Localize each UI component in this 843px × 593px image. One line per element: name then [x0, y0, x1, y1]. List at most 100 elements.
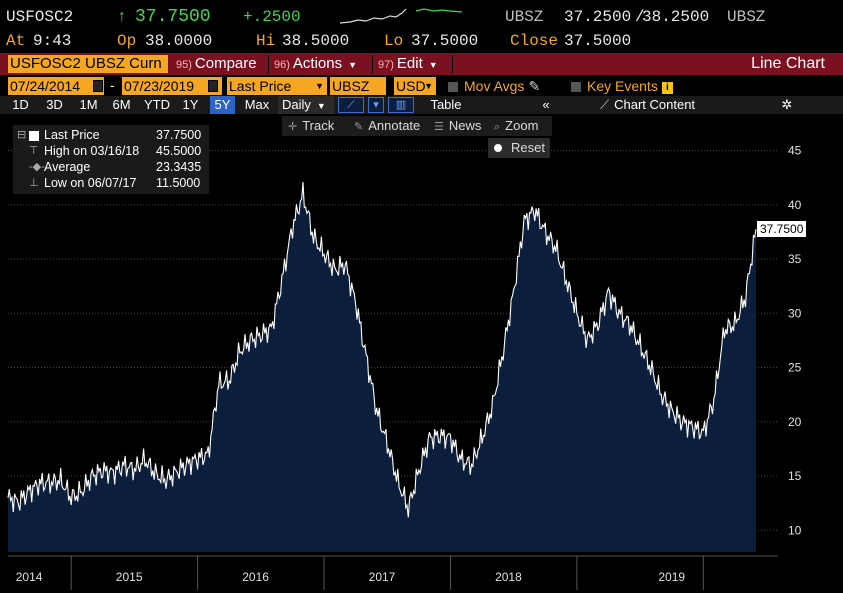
- net-change: +.2500: [243, 8, 301, 26]
- currency-select[interactable]: USD ▼: [394, 77, 436, 95]
- pencil-icon: ✎: [354, 121, 364, 133]
- series-swatch: [29, 131, 39, 141]
- low-marker-icon: ⊥: [29, 177, 39, 189]
- ask-source: UBSZ: [727, 8, 766, 26]
- collapse-icon: ⊟: [17, 129, 27, 141]
- function-bar: USFOSC2 UBSZ Curn 95) Compare 96) Actions ▼…: [0, 53, 843, 75]
- chevron-down-icon: ▼: [428, 60, 438, 70]
- checkbox-icon: [448, 82, 458, 92]
- chart-content-button[interactable]: ⟋ Chart Content: [600, 97, 696, 112]
- legend-last-price[interactable]: ⊟ Last Price 37.7500: [17, 128, 202, 142]
- calendar-icon[interactable]: [208, 80, 218, 92]
- x-tick-label: 2015: [116, 570, 143, 584]
- last-price: 37.7500: [135, 7, 211, 27]
- pencil-icon: ✎: [528, 78, 541, 94]
- crosshair-icon: ✛: [288, 121, 298, 133]
- quote-time: 9:43: [33, 32, 72, 50]
- price-area: [8, 182, 756, 552]
- legend-low: ⊥ Low on 06/07/17 11.5000: [29, 176, 201, 190]
- high-price: 38.5000: [282, 32, 350, 50]
- range-1d[interactable]: 1D: [12, 97, 29, 112]
- chevron-down-icon[interactable]: ▾: [368, 97, 384, 113]
- last-value-label: 37.7500: [757, 221, 807, 238]
- close-label: Close: [510, 32, 559, 50]
- ask-price: 38.2500: [642, 8, 710, 26]
- open-price: 38.0000: [145, 32, 213, 50]
- y-tick-label: 30: [788, 306, 802, 320]
- info-icon: i: [661, 82, 673, 94]
- gear-icon[interactable]: ✲: [781, 97, 793, 112]
- x-tick-label: 2017: [369, 570, 396, 584]
- bid-source: UBSZ: [505, 8, 544, 26]
- y-tick-label: 10: [788, 523, 802, 537]
- checkbox-icon: [571, 82, 581, 92]
- chevron-down-icon: ▼: [316, 101, 326, 111]
- low-price: 37.5000: [411, 32, 479, 50]
- compare-button[interactable]: 95) Compare: [176, 55, 257, 72]
- annotate-button[interactable]: ✎ Annotate: [354, 118, 421, 133]
- range-6m[interactable]: 6M: [112, 97, 131, 112]
- mov-avgs-toggle[interactable]: Mov Avgs ✎: [448, 77, 540, 95]
- open-label: Op: [117, 32, 137, 50]
- table-button[interactable]: Table: [430, 97, 462, 112]
- actions-button[interactable]: 96) Actions ▼: [274, 55, 358, 72]
- settings-bar: 07/24/2014 - 07/23/2019 Last Price ▼ UBSZ…: [0, 77, 843, 95]
- y-axis-ticks: 10 15 20 25 30 35 40 45: [788, 144, 802, 538]
- range-ytd[interactable]: YTD: [144, 97, 170, 112]
- up-arrow-icon: ↑: [117, 8, 127, 26]
- range-1m[interactable]: 1M: [79, 97, 98, 112]
- end-date-field[interactable]: 07/23/2019: [122, 77, 222, 95]
- at-label: At: [6, 32, 26, 50]
- x-axis-ticks: 2014 2015 2016 2017 2018 2019: [8, 555, 778, 590]
- zoom-button[interactable]: ⌕ Zoom: [494, 118, 539, 133]
- range-1y[interactable]: 1Y: [182, 97, 199, 112]
- y-tick-label: 40: [788, 198, 802, 212]
- legend-high: ⊤ High on 03/16/18 45.5000: [29, 144, 202, 158]
- zoom-icon: ⌕: [494, 121, 501, 133]
- start-date-field[interactable]: 07/24/2014: [8, 77, 104, 95]
- chevron-down-icon: ▼: [348, 60, 358, 70]
- range-max[interactable]: Max: [244, 97, 270, 112]
- frequency-select[interactable]: Daily ▼: [278, 96, 334, 114]
- news-icon: ☰: [434, 121, 444, 133]
- legend-average: -◆- Average 23.3435: [29, 160, 202, 174]
- average-marker-icon: -◆-: [29, 161, 45, 173]
- range-bar: 1D 3D 1M 6M YTD 1Y 5Y Max Daily ▼ ⟋ ▾ ▥ T…: [0, 96, 843, 114]
- calendar-icon[interactable]: [93, 80, 103, 92]
- chevron-down-icon: ▼: [424, 81, 433, 91]
- price-line: [7, 182, 757, 518]
- sparkline: [339, 8, 463, 24]
- source-field[interactable]: UBSZ: [330, 77, 386, 95]
- news-button[interactable]: ☰ News: [434, 118, 482, 133]
- reset-icon: [494, 144, 502, 152]
- y-tick-label: 25: [788, 361, 802, 375]
- chart-type-title: Line Chart: [751, 55, 825, 72]
- key-events-toggle[interactable]: Key Events i: [571, 77, 673, 95]
- track-button[interactable]: ✛ Track: [288, 118, 335, 133]
- reset-button[interactable]: Reset: [488, 138, 550, 158]
- y-tick-label: 35: [788, 252, 802, 266]
- chart-content-icon: ⟋: [600, 97, 610, 112]
- x-tick-label: 2018: [495, 570, 522, 584]
- chevron-down-icon: ▼: [315, 81, 324, 91]
- high-marker-icon: ⊤: [29, 145, 39, 157]
- low-label: Lo: [384, 32, 404, 50]
- ticker: USFOSC2: [6, 8, 74, 26]
- high-label: Hi: [256, 32, 276, 50]
- quote-line-2: At 9:43 Op 38.0000 Hi 38.5000 Lo 37.5000…: [0, 30, 843, 52]
- range-3d[interactable]: 3D: [46, 97, 63, 112]
- x-tick-label: 2016: [242, 570, 269, 584]
- chart-legend: ⊟ Last Price 37.7500 ⊤ High on 03/16/18 …: [13, 125, 209, 194]
- line-chart-icon[interactable]: ⟋: [338, 97, 364, 113]
- bar-chart-icon[interactable]: ▥: [388, 97, 414, 113]
- y-tick-label: 45: [788, 144, 802, 158]
- chart-toolbar: ✛ Track ✎ Annotate ☰ News ⌕ Zoom: [282, 116, 552, 136]
- edit-button[interactable]: 97) Edit ▼: [378, 55, 438, 72]
- close-price: 37.5000: [564, 32, 632, 50]
- price-field-select[interactable]: Last Price ▼: [227, 77, 327, 95]
- y-tick-label: 20: [788, 415, 802, 429]
- security-field[interactable]: USFOSC2 UBSZ Curn: [8, 55, 168, 73]
- range-5y[interactable]: 5Y: [210, 96, 235, 114]
- collapse-icon[interactable]: «: [542, 97, 550, 112]
